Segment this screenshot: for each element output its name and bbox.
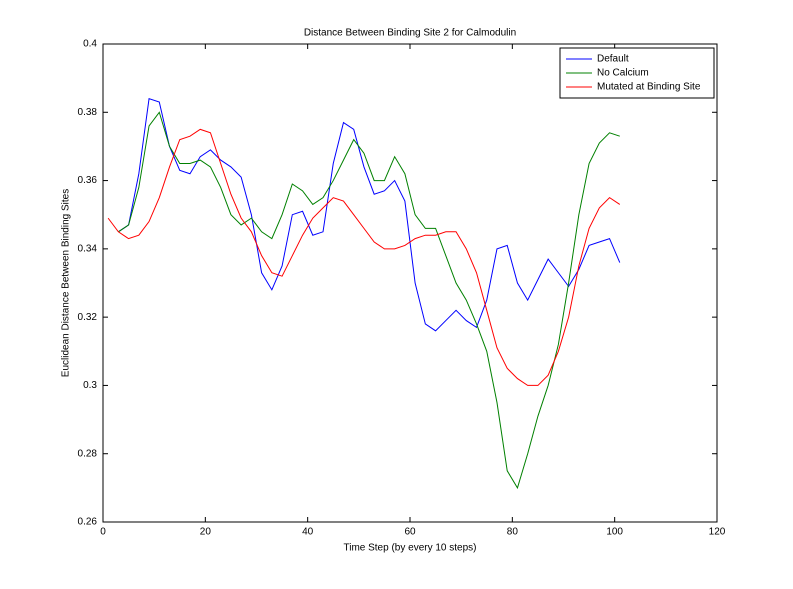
y-tick-label: 0.36 bbox=[78, 175, 98, 186]
x-tick-label: 60 bbox=[404, 527, 416, 538]
chart-title: Distance Between Binding Site 2 for Calm… bbox=[304, 28, 516, 39]
series-line bbox=[118, 97, 621, 332]
y-tick-label: 0.3 bbox=[83, 380, 97, 391]
y-tick-label: 0.28 bbox=[78, 448, 98, 459]
y-axis-label: Euclidean Distance Between Binding Sites bbox=[61, 189, 72, 377]
y-tick-label: 0.26 bbox=[78, 517, 98, 528]
series-line bbox=[107, 128, 621, 386]
series-line bbox=[118, 111, 620, 490]
y-tick-label: 0.32 bbox=[78, 312, 98, 323]
x-tick-label: 20 bbox=[200, 527, 212, 538]
y-tick-label: 0.34 bbox=[78, 243, 98, 254]
x-axis-label: Time Step (by every 10 steps) bbox=[343, 543, 476, 554]
x-tick-label: 40 bbox=[302, 527, 314, 538]
legend-label: No Calcium bbox=[597, 68, 649, 79]
x-tick-label: 100 bbox=[606, 527, 623, 538]
y-tick-label: 0.4 bbox=[83, 39, 97, 50]
y-tick-label: 0.38 bbox=[78, 107, 98, 118]
legend-label: Mutated at Binding Site bbox=[597, 82, 701, 93]
x-tick-label: 80 bbox=[507, 527, 519, 538]
plot-area bbox=[102, 43, 718, 523]
legend-label: Default bbox=[597, 54, 629, 65]
x-tick-label: 120 bbox=[709, 527, 726, 538]
x-tick-label: 0 bbox=[100, 527, 106, 538]
